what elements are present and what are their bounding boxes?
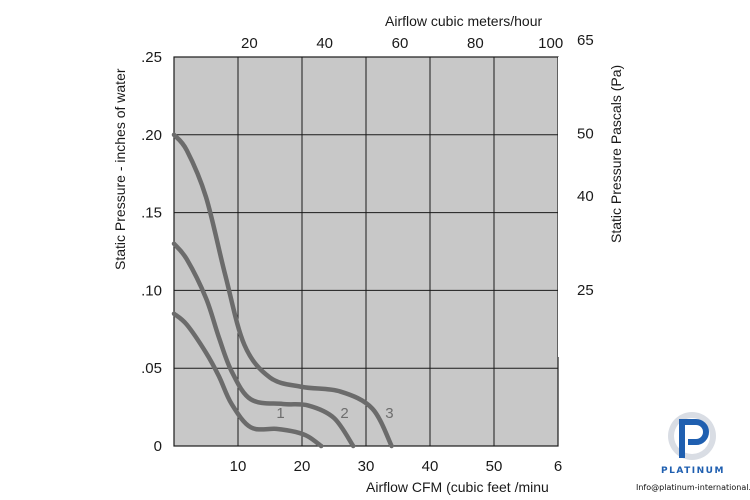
platinum-logo-icon <box>668 412 716 460</box>
x-tick-label: 10 <box>230 458 247 475</box>
grid <box>174 57 558 446</box>
x-tick-labels: 10 20 30 40 50 6 <box>230 458 563 475</box>
y-tick-label: .05 <box>141 360 162 377</box>
y-tick-label: 0 <box>154 438 162 455</box>
y-tick-labels: 0 .05 .10 .15 .20 .25 <box>141 49 162 455</box>
watermark-brand: PLATINUM <box>661 466 725 476</box>
series-line-2 <box>171 241 356 449</box>
legend-cutout <box>558 57 578 357</box>
series-label-1: 1 <box>276 405 284 422</box>
x-tick-label: 40 <box>422 458 439 475</box>
y2-tick-label: 25 <box>577 282 594 299</box>
x2-tick-label: 60 <box>392 35 409 52</box>
x2-tick-label: 80 <box>467 35 484 52</box>
x2-tick-labels: 20 40 60 80 100 <box>241 35 563 52</box>
x2-tick-label: 40 <box>316 35 333 52</box>
y2-tick-label: 65 <box>577 32 594 49</box>
x-tick-label: 20 <box>294 458 311 475</box>
x2-tick-label: 100 <box>538 35 563 52</box>
series-label-3: 3 <box>385 405 393 422</box>
x2-axis-title: Airflow cubic meters/hour <box>385 13 543 29</box>
series-line-1 <box>171 311 324 449</box>
y-tick-label: .25 <box>141 49 162 66</box>
x-tick-label: 50 <box>486 458 503 475</box>
y2-axis-title: Static Pressure Pascals (Pa) <box>608 65 624 243</box>
x-tick-label: 6 <box>554 458 562 475</box>
y2-tick-label: 50 <box>577 126 594 143</box>
curves <box>171 132 394 449</box>
series-line-3 <box>171 132 394 449</box>
x-axis-title: Airflow CFM (cubic feet /minu <box>366 479 549 495</box>
platinum-watermark: PLATINUM Info@platinum-international.sto… <box>636 404 750 500</box>
curve-labels: 1 2 3 <box>276 405 393 422</box>
y2-tick-label: 40 <box>577 188 594 205</box>
y-tick-label: .20 <box>141 127 162 144</box>
y2-tick-labels: 25 40 50 65 <box>577 32 594 299</box>
y-axis-title: Static Pressure - inches of water <box>112 68 128 270</box>
x-tick-label: 30 <box>358 458 375 475</box>
y-tick-label: .15 <box>141 205 162 222</box>
series-label-2: 2 <box>340 405 348 422</box>
y-tick-label: .10 <box>141 282 162 299</box>
x2-tick-label: 20 <box>241 35 258 52</box>
watermark-contact: Info@platinum-international.store <box>636 483 750 492</box>
